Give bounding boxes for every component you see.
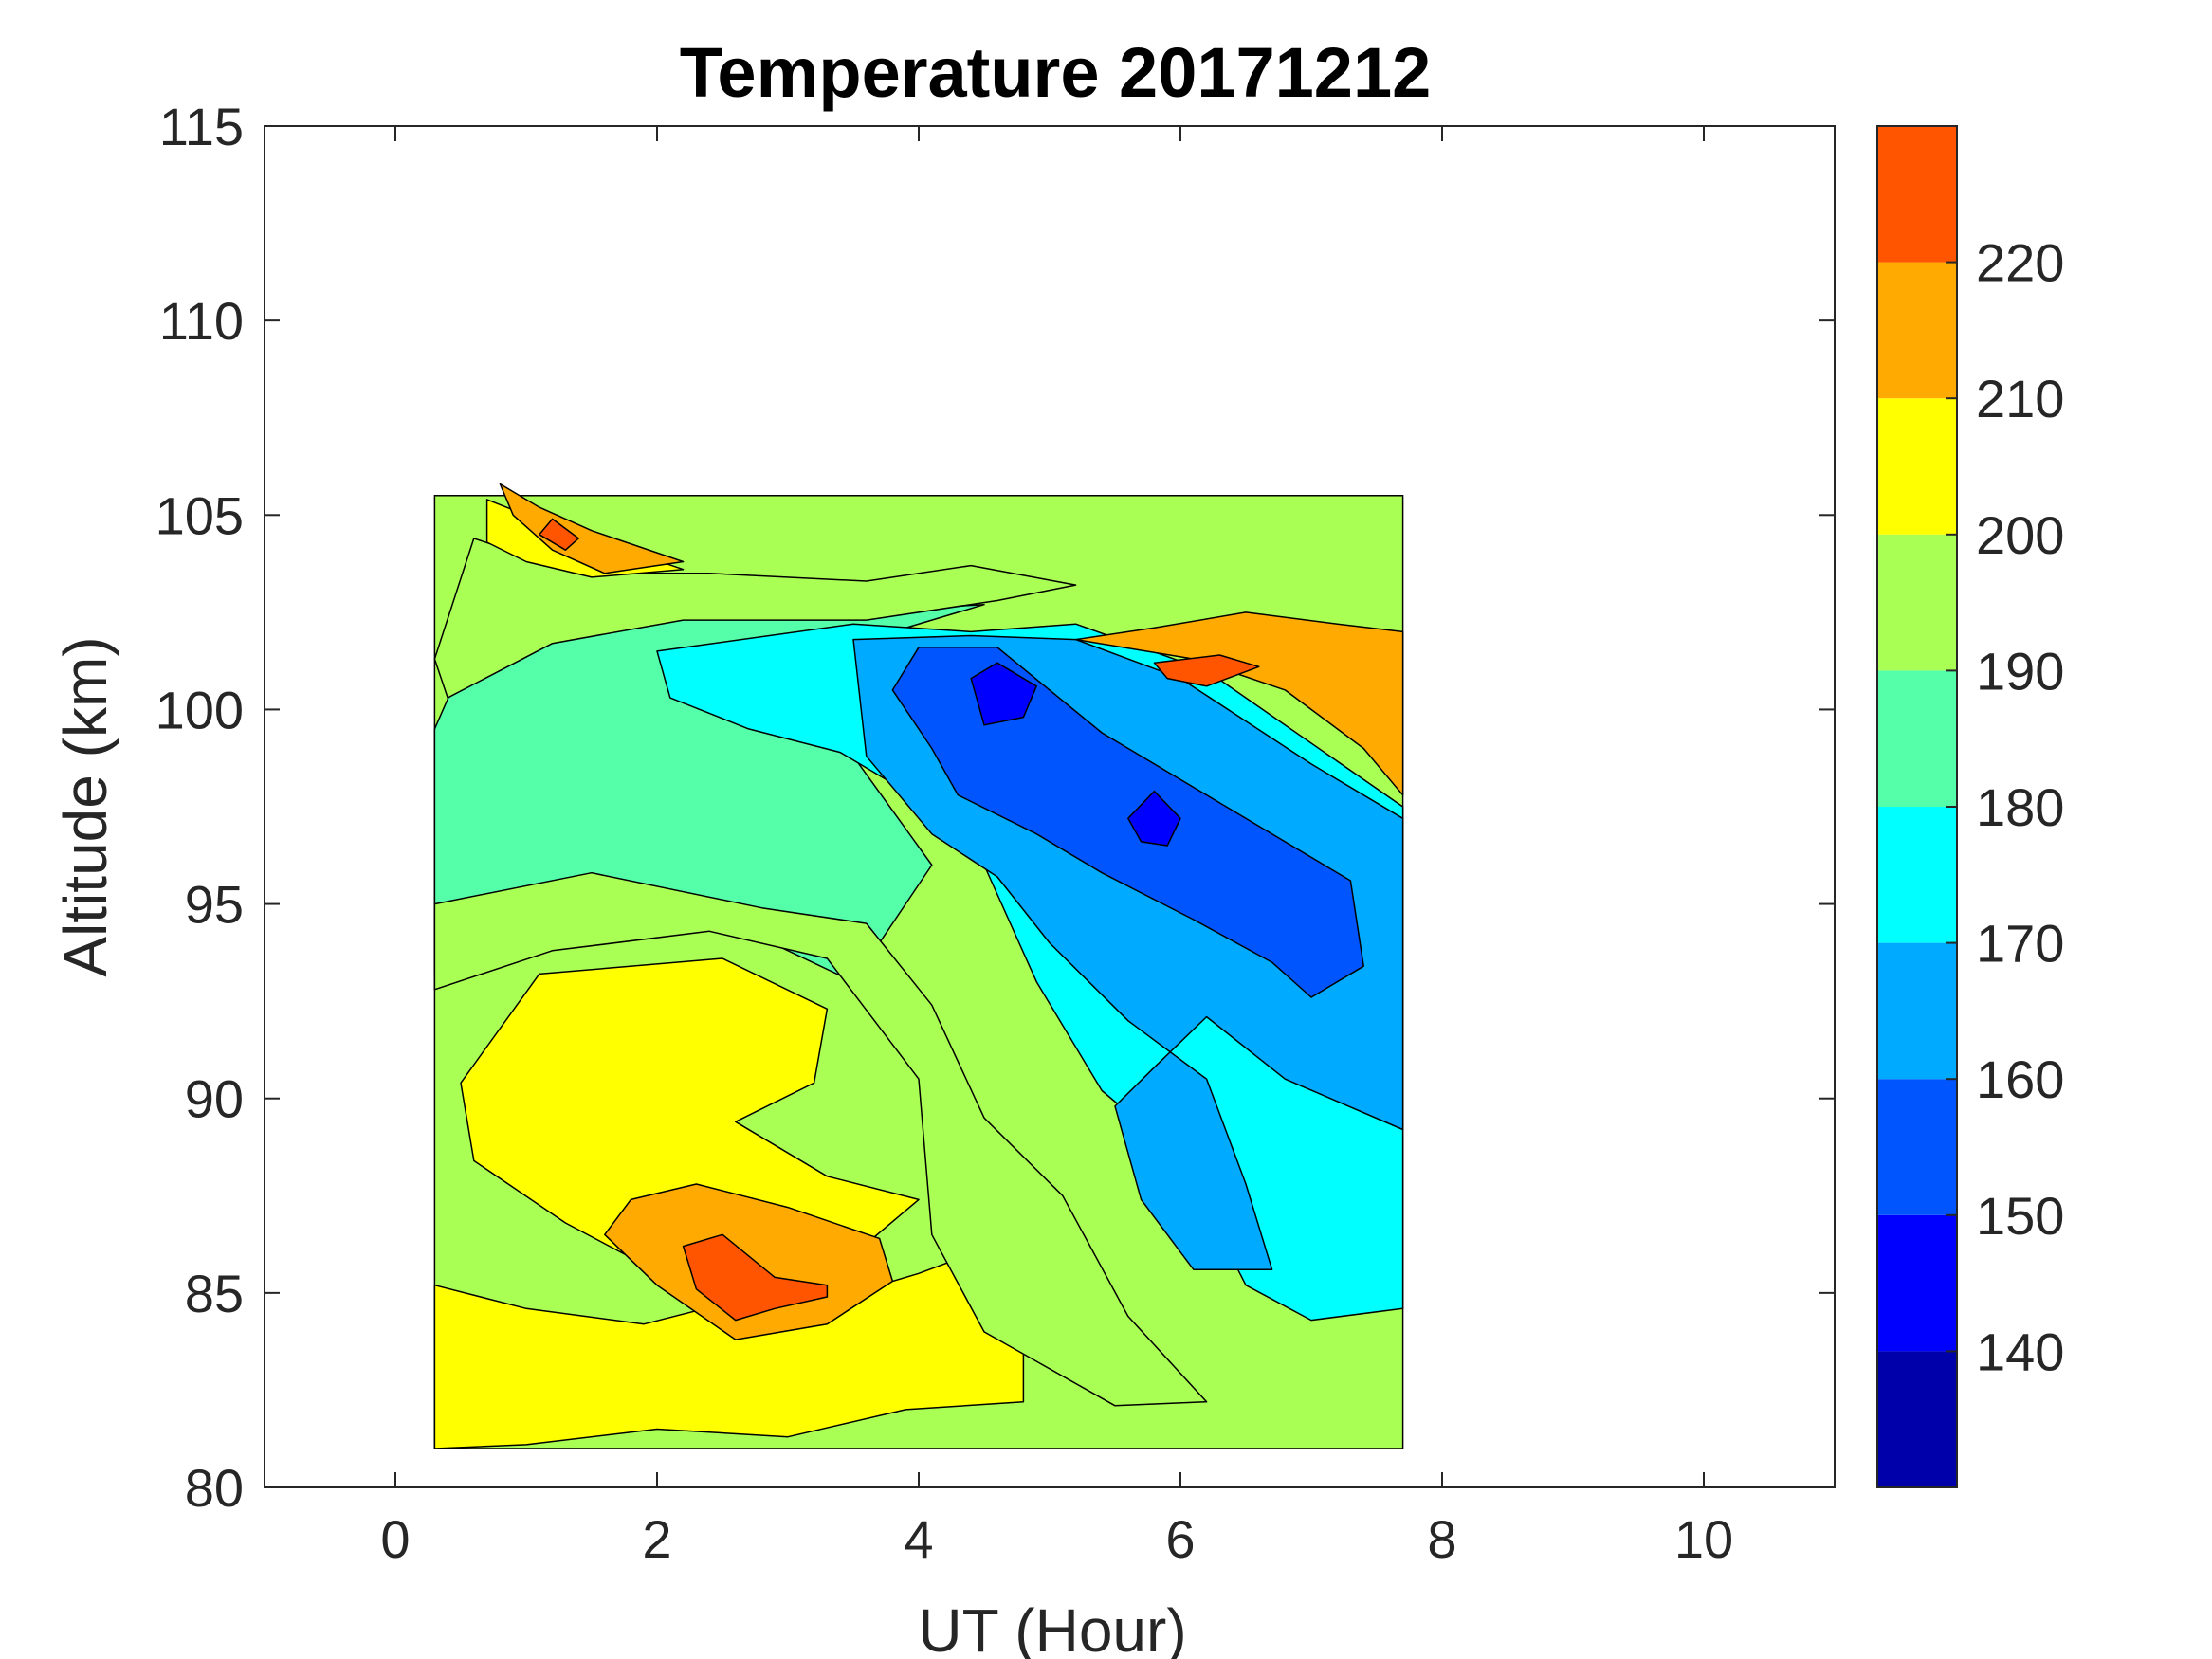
colorbar-bin (1877, 1214, 1957, 1352)
colorbar-bin (1877, 1351, 1957, 1487)
colorbar-tick-label: 150 (1976, 1186, 2064, 1246)
x-tick-label: 4 (904, 1509, 933, 1569)
colorbar-bin (1877, 534, 1957, 671)
colorbar: 140 150 160 170 180 190 200 210 220 (1876, 125, 2064, 1488)
contour-region-darkblue-cell-a (970, 662, 1037, 726)
colorbar-bin (1877, 670, 1957, 807)
contour-region-darkblue-cell-b (1127, 790, 1181, 847)
x-axis: 0 2 4 6 8 10 (380, 126, 1733, 1569)
y-tick-label: 85 (185, 1264, 244, 1323)
colorbar-tick-label: 190 (1976, 641, 2064, 701)
colorbar-tick-label: 220 (1976, 233, 2064, 293)
contour-region-upper-right-red (1153, 654, 1260, 687)
colorbar-bin (1877, 942, 1957, 1080)
plot-frame (264, 125, 1836, 1488)
y-tick-label: 90 (185, 1069, 244, 1129)
contour-region-top-left-red (539, 518, 579, 551)
contour-field (433, 483, 1404, 1449)
contour-region-mid-yellow (460, 957, 920, 1286)
colorbar-tick-label: 180 (1976, 777, 2064, 837)
contour-region-blue-core (891, 647, 1364, 998)
y-tick-label: 105 (155, 485, 244, 545)
chart-title: Temperature 20171212 (680, 33, 1432, 112)
x-tick-label: 2 (642, 1509, 671, 1569)
y-tick-label: 80 (185, 1458, 244, 1518)
contour-region-mid-green (433, 871, 1208, 1407)
y-axis-label: Altitude (km) (51, 636, 119, 976)
x-axis-label: UT (Hour) (918, 1596, 1186, 1659)
colorbar-bin (1877, 1079, 1957, 1215)
colorbar-tick-label: 170 (1976, 914, 2064, 974)
x-tick-label: 8 (1427, 1509, 1456, 1569)
colorbar-tick-label: 160 (1976, 1049, 2064, 1109)
colorbar-bin (1877, 807, 1957, 943)
colorbar-bin (1877, 126, 1957, 263)
contour-region-top-left-orange (499, 483, 685, 574)
y-tick-label: 110 (159, 291, 244, 351)
colorbar-bin (1877, 398, 1957, 535)
colorbar-tick-label: 140 (1976, 1322, 2064, 1381)
x-tick-label: 0 (380, 1509, 410, 1569)
y-tick-label: 100 (155, 680, 244, 739)
y-tick-label: 95 (185, 875, 244, 935)
colorbar-tick-label: 210 (1976, 369, 2064, 428)
y-axis: 80 85 90 95 100 105 110 115 (155, 97, 1835, 1518)
x-tick-label: 6 (1165, 1509, 1195, 1569)
y-tick-label: 115 (159, 97, 244, 156)
colorbar-tick-label: 200 (1976, 505, 2064, 565)
x-tick-label: 10 (1674, 1509, 1733, 1569)
colorbar-bin (1877, 262, 1957, 399)
contour-region-red-core (682, 1233, 829, 1322)
